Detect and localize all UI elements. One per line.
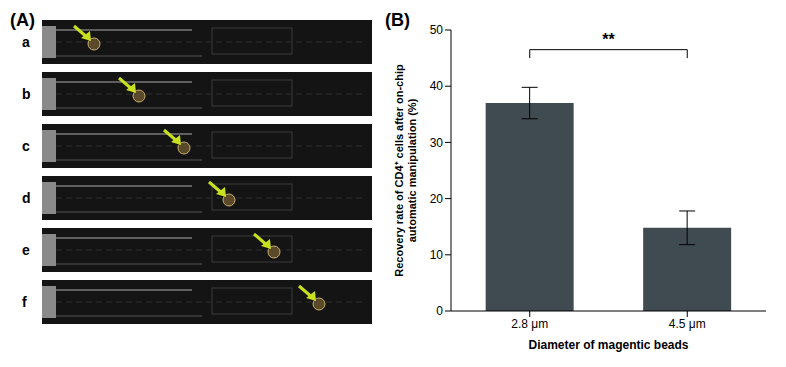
- html-text:(A): (A): [10, 10, 35, 30]
- svg-text:0: 0: [436, 304, 443, 318]
- svg-text:20: 20: [430, 192, 444, 206]
- html-text:(B): (B): [385, 10, 410, 30]
- svg-text:40: 40: [430, 79, 444, 93]
- svg-text:f: f: [22, 294, 27, 310]
- svg-text:Diameter of magentic beads: Diameter of magentic beads: [528, 338, 688, 352]
- svg-text:4.5 μm: 4.5 μm: [669, 317, 706, 331]
- svg-text:**: **: [602, 31, 615, 48]
- svg-text:c: c: [22, 138, 30, 154]
- svg-text:2.8 μm: 2.8 μm: [511, 317, 548, 331]
- svg-text:30: 30: [430, 136, 444, 150]
- svg-text:Recovery rate of CD4⁺ cells af: Recovery rate of CD4⁺ cells after on-chi…: [393, 64, 418, 277]
- svg-text:d: d: [22, 190, 31, 206]
- svg-text:10: 10: [430, 248, 444, 262]
- svg-text:a: a: [22, 34, 30, 50]
- svg-text:50: 50: [430, 23, 444, 37]
- svg-text:e: e: [22, 242, 30, 258]
- svg-text:b: b: [22, 86, 31, 102]
